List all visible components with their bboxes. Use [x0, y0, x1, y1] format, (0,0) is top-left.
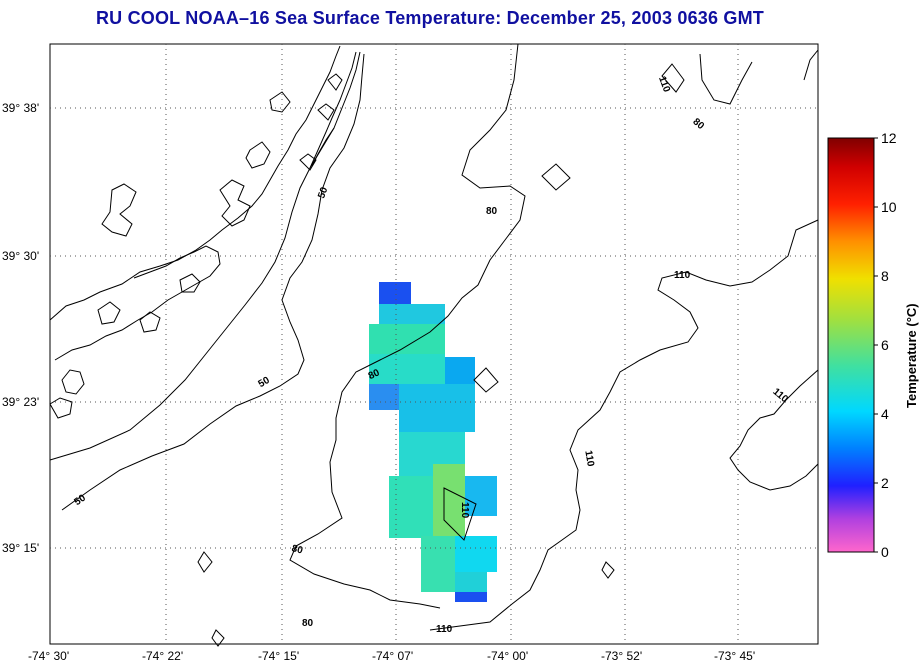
contour-label: 50 [257, 375, 273, 390]
colorbar-tick-label: 10 [881, 199, 897, 215]
graticule [50, 44, 818, 644]
contour-label: 80 [290, 543, 304, 557]
sst-cell [379, 304, 445, 324]
lon-label: -74° 22' [142, 649, 183, 663]
lat-label: 39° 15' [2, 541, 39, 555]
colorbar-tick-label: 8 [881, 268, 889, 284]
lon-label: -74° 07' [372, 649, 413, 663]
longitude-labels: -74° 30' -74° 22' -74° 15' -74° 07' -74°… [28, 649, 755, 663]
colorbar-ticks [874, 137, 878, 553]
sst-cell [433, 464, 465, 536]
sst-cell [369, 384, 399, 410]
contour-label: 50 [316, 185, 330, 200]
colorbar: 0 2 4 6 8 10 12 Temperature (°C) [827, 130, 919, 560]
colorbar-tick-label: 0 [881, 544, 889, 560]
map-title: RU COOL NOAA–16 Sea Surface Temperature:… [95, 8, 764, 28]
sst-cell [379, 282, 411, 304]
lat-label: 39° 30' [2, 249, 39, 263]
colorbar-title: Temperature (°C) [904, 303, 919, 408]
colorbar-tick-label: 12 [881, 130, 897, 146]
contour-label: 80 [302, 618, 314, 629]
lat-label: 39° 38' [2, 101, 39, 115]
sst-cell [455, 572, 487, 592]
sst-cell [455, 592, 487, 602]
colorbar-tick-label: 6 [881, 337, 889, 353]
contour-label: 80 [486, 206, 498, 217]
sst-cell [455, 536, 497, 572]
sst-cell [369, 324, 445, 354]
lon-label: -74° 30' [28, 649, 69, 663]
colorbar-gradient [827, 137, 875, 553]
sst-cell [389, 476, 433, 538]
sst-cell [399, 384, 475, 432]
colorbar-tick-label: 2 [881, 475, 889, 491]
contour-lines [61, 43, 819, 647]
contour-label: 110 [459, 502, 470, 519]
sst-cell [465, 476, 497, 516]
lon-label: -74° 00' [487, 649, 528, 663]
lat-label: 39° 23' [2, 395, 39, 409]
lon-label: -74° 15' [258, 649, 299, 663]
contour-label: 110 [674, 270, 691, 281]
contour-label: 110 [656, 75, 672, 94]
lon-label: -73° 52' [601, 649, 642, 663]
colorbar-tick-label: 4 [881, 406, 889, 422]
contour-label: 110 [582, 450, 596, 468]
contour-label: 110 [436, 624, 453, 635]
coastline [49, 45, 361, 461]
latitude-labels: 39° 38' 39° 30' 39° 23' 39° 15' [2, 101, 39, 555]
sst-cell [369, 354, 445, 384]
contour-label: 80 [367, 367, 382, 382]
lon-label: -73° 45' [714, 649, 755, 663]
